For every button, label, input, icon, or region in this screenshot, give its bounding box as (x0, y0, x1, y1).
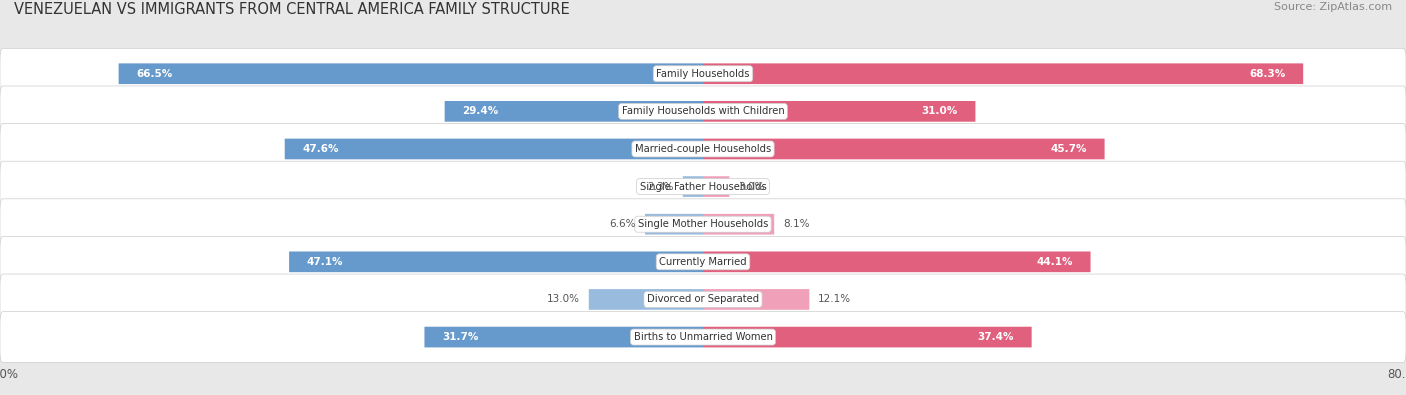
FancyBboxPatch shape (285, 139, 703, 159)
FancyBboxPatch shape (0, 237, 1406, 287)
FancyBboxPatch shape (425, 327, 703, 348)
Text: VENEZUELAN VS IMMIGRANTS FROM CENTRAL AMERICA FAMILY STRUCTURE: VENEZUELAN VS IMMIGRANTS FROM CENTRAL AM… (14, 2, 569, 17)
FancyBboxPatch shape (0, 86, 1406, 137)
FancyBboxPatch shape (703, 214, 775, 235)
FancyBboxPatch shape (444, 101, 703, 122)
FancyBboxPatch shape (0, 124, 1406, 174)
FancyBboxPatch shape (703, 252, 1091, 272)
Text: Single Mother Households: Single Mother Households (638, 219, 768, 229)
FancyBboxPatch shape (0, 312, 1406, 363)
FancyBboxPatch shape (0, 274, 1406, 325)
FancyBboxPatch shape (683, 176, 703, 197)
Text: 31.7%: 31.7% (441, 332, 478, 342)
Text: 6.6%: 6.6% (610, 219, 637, 229)
Text: 47.1%: 47.1% (307, 257, 343, 267)
Text: Married-couple Households: Married-couple Households (636, 144, 770, 154)
Text: 47.6%: 47.6% (302, 144, 339, 154)
FancyBboxPatch shape (118, 63, 703, 84)
FancyBboxPatch shape (703, 101, 976, 122)
Text: 2.3%: 2.3% (648, 182, 673, 192)
Text: 45.7%: 45.7% (1050, 144, 1087, 154)
Text: 31.0%: 31.0% (921, 106, 957, 117)
Text: Family Households: Family Households (657, 69, 749, 79)
Text: Family Households with Children: Family Households with Children (621, 106, 785, 117)
Text: 3.0%: 3.0% (738, 182, 765, 192)
FancyBboxPatch shape (0, 199, 1406, 250)
FancyBboxPatch shape (703, 327, 1032, 348)
FancyBboxPatch shape (645, 214, 703, 235)
FancyBboxPatch shape (703, 176, 730, 197)
Text: Divorced or Separated: Divorced or Separated (647, 294, 759, 305)
FancyBboxPatch shape (290, 252, 703, 272)
Text: 44.1%: 44.1% (1036, 257, 1073, 267)
Text: 12.1%: 12.1% (818, 294, 851, 305)
Text: Currently Married: Currently Married (659, 257, 747, 267)
FancyBboxPatch shape (0, 161, 1406, 212)
FancyBboxPatch shape (703, 63, 1303, 84)
Text: 66.5%: 66.5% (136, 69, 173, 79)
FancyBboxPatch shape (703, 139, 1105, 159)
Text: 29.4%: 29.4% (463, 106, 499, 117)
Text: 37.4%: 37.4% (977, 332, 1014, 342)
Text: Source: ZipAtlas.com: Source: ZipAtlas.com (1274, 2, 1392, 12)
FancyBboxPatch shape (589, 289, 703, 310)
FancyBboxPatch shape (703, 289, 810, 310)
Text: 68.3%: 68.3% (1250, 69, 1285, 79)
Text: 8.1%: 8.1% (783, 219, 810, 229)
Text: Single Father Households: Single Father Households (640, 182, 766, 192)
FancyBboxPatch shape (0, 48, 1406, 99)
Text: Births to Unmarried Women: Births to Unmarried Women (634, 332, 772, 342)
Text: 13.0%: 13.0% (547, 294, 581, 305)
